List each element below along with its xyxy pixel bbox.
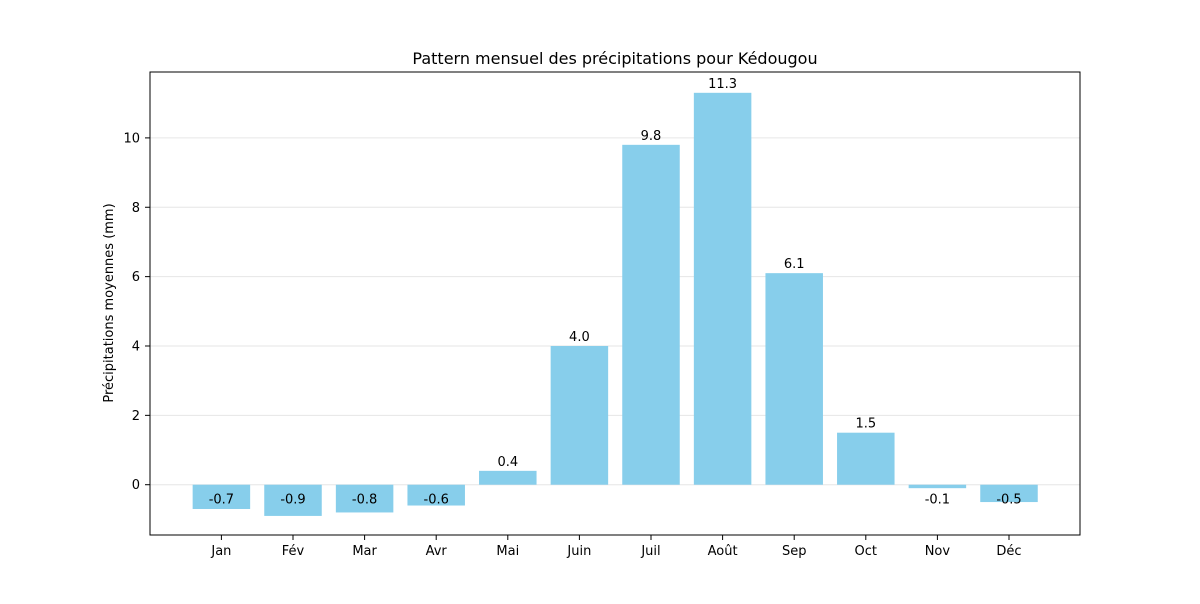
- bar-value-label: 9.8: [641, 129, 662, 144]
- bar: [192, 484, 251, 509]
- y-tick-label: 0: [132, 478, 140, 493]
- bar-value-labels: -0.7 -0.9 -0.8 -0.6 0.4 4.0 9.8 11.3 6.1 1.5 -0.1 -…: [209, 77, 1022, 508]
- bar-value-label: -0.7: [209, 493, 234, 508]
- chart-title: Pattern mensuel des précipitations pour …: [412, 49, 817, 68]
- x-tick-label: Sep: [782, 544, 807, 559]
- y-tick-label: 4: [132, 339, 140, 354]
- x-tick-label: Juil: [640, 544, 660, 559]
- bar: [837, 432, 895, 485]
- x-tick-label: Mar: [352, 544, 377, 559]
- x-axis-ticks: Jan Fév Mar Avr Mai Juin Juil Août Sep Oct Nov Déc: [210, 535, 1022, 559]
- bar-value-label: 4.0: [569, 330, 590, 345]
- y-tick-label: 6: [132, 270, 140, 285]
- bar-value-label: 0.4: [497, 455, 518, 470]
- bar: [407, 484, 465, 506]
- x-tick-label: Jan: [210, 544, 231, 559]
- bar: [693, 92, 752, 485]
- x-tick-label: Nov: [925, 544, 951, 559]
- y-tick-label: 10: [123, 131, 140, 146]
- bar-value-label: -0.5: [996, 493, 1021, 508]
- bar: [550, 345, 609, 485]
- x-tick-label: Août: [708, 544, 738, 559]
- y-axis-ticks: 0 2 4 6 8 10: [123, 131, 150, 493]
- bar: [335, 484, 394, 513]
- bar-value-label: -0.1: [925, 493, 950, 508]
- bar: [765, 273, 823, 485]
- bar-value-label: 1.5: [855, 417, 876, 432]
- bar: [622, 144, 680, 485]
- bar: [479, 470, 537, 485]
- bar-value-label: -0.8: [352, 493, 377, 508]
- x-tick-label: Fév: [282, 544, 305, 559]
- bar: [908, 484, 967, 489]
- bar-value-label: -0.6: [424, 493, 449, 508]
- gridlines: [150, 137, 1080, 486]
- bar-value-label: 11.3: [708, 77, 737, 92]
- x-tick-label: Oct: [855, 544, 877, 559]
- y-tick-label: 2: [132, 409, 140, 424]
- x-tick-label: Mai: [496, 544, 519, 559]
- bar: [980, 484, 1038, 503]
- plot-area-frame: [149, 71, 1081, 536]
- bar: [264, 484, 322, 516]
- y-tick-label: 8: [132, 201, 140, 216]
- x-tick-label: Avr: [426, 544, 448, 559]
- y-axis-label: Précipitations moyennes (mm): [102, 203, 117, 402]
- x-tick-label: Juin: [566, 544, 591, 559]
- bar-value-label: 6.1: [784, 257, 805, 272]
- bars: [192, 92, 1038, 516]
- bar-value-label: -0.9: [280, 493, 305, 508]
- x-tick-label: Déc: [996, 544, 1021, 559]
